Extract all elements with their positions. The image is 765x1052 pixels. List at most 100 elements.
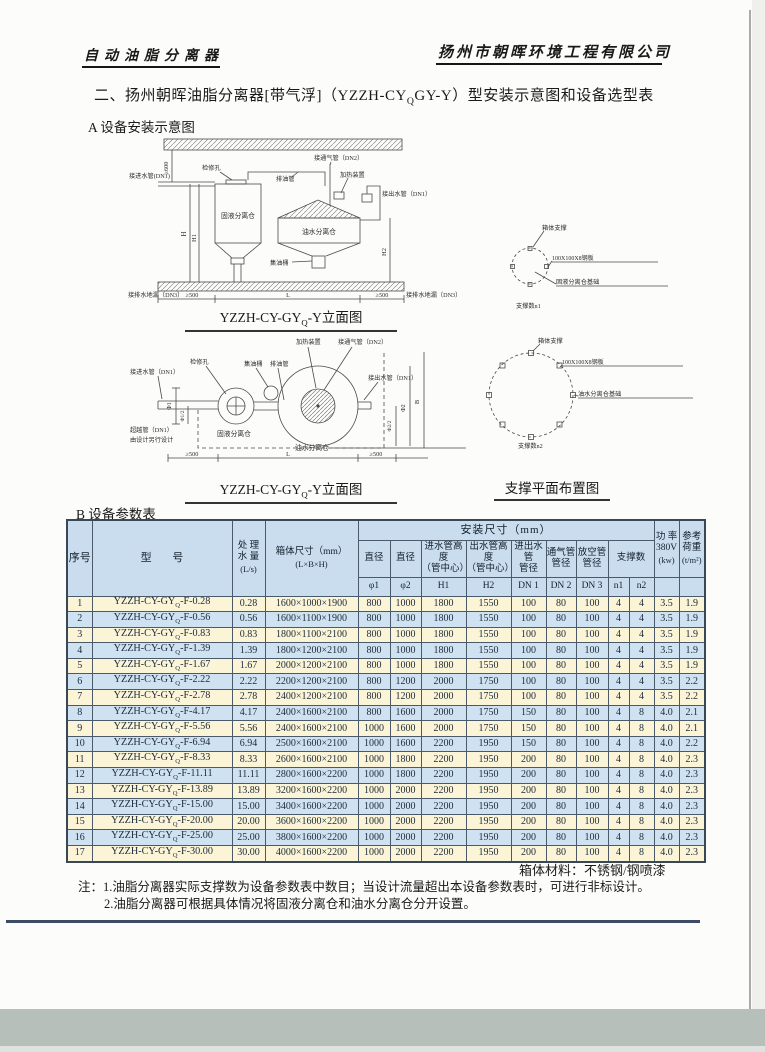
table-cell: 2200×1200×2100	[264, 673, 359, 691]
table-cell: 2600×1600×2100	[264, 751, 359, 769]
table-cell: YZZH-CY-GYQ-F-6.94	[91, 735, 233, 753]
oil-barrel-label: 集油桶	[244, 360, 263, 368]
col-header-dn1: 进出水管 管径	[510, 539, 547, 578]
dim-h1-label: H1	[191, 234, 198, 242]
table-cell: 3.5	[653, 642, 680, 659]
table-cell: YZZH-CY-GYQ-F-15.00	[91, 798, 233, 815]
table-cell: 8	[628, 704, 655, 722]
scan-right-edge-line	[749, 10, 751, 1010]
table-cell: YZZH-CY-GYQ-F-4.17	[91, 704, 233, 722]
table-cell: 4	[607, 595, 630, 613]
table-cell: 2.3	[678, 798, 706, 815]
col-header-dn2: 通气管 管径	[545, 539, 577, 578]
inlet-pipe-label: 接进水管（DN1）	[130, 368, 179, 376]
table-cell: 4	[607, 611, 630, 628]
table-cell: YZZH-CY-GYQ-F-1.39	[91, 642, 233, 659]
solid-tank-label: 固液分离仓	[217, 429, 251, 438]
table-cell: 4	[628, 595, 655, 613]
load-line1: 参考	[682, 531, 702, 542]
table-cell: 800	[357, 595, 391, 613]
table-cell: 80	[545, 844, 577, 863]
table-cell: 3800×1600×2200	[264, 829, 359, 846]
table-cell: 4	[607, 798, 630, 815]
dim-length: L	[286, 451, 290, 458]
heater-label: 加热装置	[296, 338, 321, 346]
table-cell: 100	[510, 595, 547, 613]
table-cell: 4	[66, 642, 93, 659]
letterhead-company-name: 扬州市朝晖环境工程有限公司	[438, 45, 673, 61]
dim-b: B	[414, 399, 421, 404]
subcol-dn1: DN 1	[510, 576, 547, 597]
table-cell: 1950	[465, 782, 512, 800]
col-header-power: 功 率 380V (kw)	[653, 519, 680, 578]
access-hatch-shape	[225, 179, 247, 185]
dim-500-left: ≥500	[186, 451, 199, 458]
table-cell: 80	[545, 782, 577, 800]
vent-pipe-label: 接通气管（DN2）	[338, 338, 387, 346]
solid-tank-ring-shape	[217, 387, 255, 425]
table-cell: 4.0	[653, 782, 680, 800]
oil-water-tank-circle	[277, 365, 359, 447]
elevation-diagram: ≥600 接进水管(DN1) 检修孔 排油管 接通气管（DN2） 加热装置 接出…	[128, 138, 461, 303]
table-cell: 4	[607, 751, 630, 769]
letterhead-left-rule	[82, 66, 220, 68]
table-cell: 8	[66, 704, 93, 722]
table-cell: 8	[628, 782, 655, 800]
table-cell: 1000	[389, 642, 422, 659]
table-cell: 3600×1600×2200	[264, 813, 359, 831]
subcol-n2: n2	[628, 576, 655, 597]
table-cell: 4.0	[653, 751, 680, 769]
table-cell: 4.0	[653, 704, 680, 722]
table-cell: 3	[66, 626, 93, 644]
table-cell: 80	[545, 642, 577, 659]
bottom-rule	[6, 920, 700, 923]
table-cell: 4	[628, 673, 655, 691]
table-cell: 100	[575, 626, 609, 644]
table-cell: 800	[357, 642, 391, 659]
table-cell: 1200	[389, 673, 422, 691]
col-header-box-size: 箱体尺寸（mm） (L×B×H)	[264, 519, 359, 597]
table-cell: 100	[575, 782, 609, 800]
table-cell: 80	[545, 704, 577, 722]
table-cell: 4	[628, 642, 655, 659]
table-cell: 100	[575, 798, 609, 815]
subcol-power-empty	[653, 576, 680, 597]
table-row: 11 YZZH-CY-GYQ-F-8.33 8.33 2600×1600×2100 10…	[66, 751, 706, 769]
table-cell: 8	[628, 798, 655, 815]
table-row: 8 YZZH-CY-GYQ-F-4.17 4.17 2400×1600×2100 800…	[66, 704, 706, 722]
table-cell: 1000	[357, 844, 391, 863]
table-cell: 13	[66, 782, 93, 800]
table-cell: 3200×1600×2200	[264, 782, 359, 800]
table-row: 15 YZZH-CY-GYQ-F-20.00 20.00 3600×1600×2200…	[66, 813, 706, 831]
table-cell: 1950	[465, 735, 512, 753]
table-cell: 1000	[389, 611, 422, 628]
table-cell: 2000	[420, 704, 467, 722]
table-cell: 100	[575, 829, 609, 846]
load-unit: (t/m²)	[681, 554, 702, 565]
table-cell: YZZH-CY-GYQ-F-13.89	[91, 782, 233, 800]
table-cell: 2200	[420, 829, 467, 846]
table-cell: 100	[575, 813, 609, 831]
table-cell: 3.5	[653, 689, 680, 706]
oil-water-tank-roof	[277, 199, 361, 219]
power-line1: 功 率	[655, 531, 678, 542]
table-cell: 100	[575, 704, 609, 722]
table-cell: 2.2	[678, 673, 706, 691]
plan-diagram: 加热装置 接通气管（DN2） 接进水管（DN1） 检修孔 集油桶 排油管 接出水…	[130, 338, 466, 462]
table-cell: 9	[66, 720, 93, 737]
table-cell: YZZH-CY-GYQ-F-20.00	[91, 813, 233, 831]
table-cell: 0.83	[231, 626, 266, 644]
h2-line1: 出水管高度	[469, 542, 508, 564]
table-cell: 6	[66, 673, 93, 691]
table-cell: 800	[357, 626, 391, 644]
solid-tank-base-label: 固液分离仓基础	[556, 278, 599, 286]
table-cell: 80	[545, 720, 577, 737]
table-cell: 1550	[465, 657, 512, 675]
table-cell: 1800	[420, 657, 467, 675]
table-cell: 0.28	[231, 595, 266, 613]
table-cell: 1600	[389, 735, 422, 753]
heater-label: 加热装置	[340, 171, 365, 179]
table-cell: 1.67	[231, 657, 266, 675]
subcol-n1: n1	[607, 576, 630, 597]
